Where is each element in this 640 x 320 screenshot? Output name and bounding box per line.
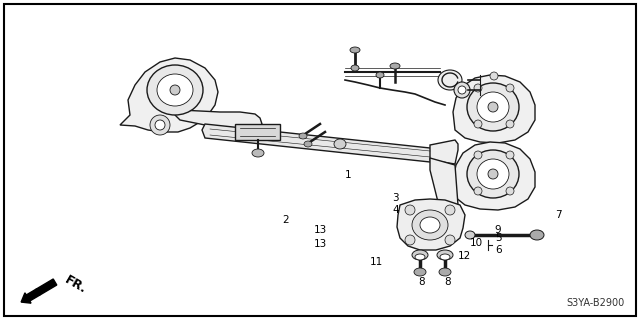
Ellipse shape <box>506 84 514 92</box>
Text: 13: 13 <box>314 239 327 249</box>
Ellipse shape <box>474 120 482 128</box>
Ellipse shape <box>147 65 203 115</box>
Ellipse shape <box>488 102 498 112</box>
Ellipse shape <box>420 217 440 233</box>
Ellipse shape <box>157 74 193 106</box>
Polygon shape <box>430 140 458 164</box>
Ellipse shape <box>458 86 466 94</box>
Ellipse shape <box>454 82 470 98</box>
Ellipse shape <box>474 84 482 92</box>
Text: 6: 6 <box>495 245 502 255</box>
Ellipse shape <box>390 63 400 69</box>
Ellipse shape <box>445 235 455 245</box>
Text: S3YA-B2900: S3YA-B2900 <box>567 298 625 308</box>
Ellipse shape <box>477 92 509 122</box>
Ellipse shape <box>351 65 359 71</box>
Text: 5: 5 <box>495 233 502 243</box>
Ellipse shape <box>150 115 170 135</box>
Text: FR.: FR. <box>62 274 88 296</box>
Text: 2: 2 <box>282 215 289 225</box>
Ellipse shape <box>376 72 384 78</box>
Ellipse shape <box>414 268 426 276</box>
Ellipse shape <box>506 120 514 128</box>
Text: 8: 8 <box>444 277 451 287</box>
Ellipse shape <box>299 133 307 139</box>
Ellipse shape <box>412 250 428 260</box>
Ellipse shape <box>412 210 448 240</box>
Text: 8: 8 <box>418 277 424 287</box>
Ellipse shape <box>530 230 544 240</box>
Polygon shape <box>430 158 458 210</box>
Ellipse shape <box>439 268 451 276</box>
Ellipse shape <box>334 139 346 149</box>
Text: 3: 3 <box>392 193 399 203</box>
Ellipse shape <box>438 70 462 90</box>
Ellipse shape <box>440 254 450 260</box>
Polygon shape <box>453 142 535 210</box>
Ellipse shape <box>506 151 514 159</box>
Polygon shape <box>235 124 280 140</box>
Ellipse shape <box>474 187 482 195</box>
Text: 10: 10 <box>470 238 483 248</box>
Ellipse shape <box>405 205 415 215</box>
Text: 1: 1 <box>345 170 351 180</box>
Ellipse shape <box>437 250 453 260</box>
Ellipse shape <box>488 169 498 179</box>
Ellipse shape <box>467 150 519 198</box>
Polygon shape <box>202 124 435 162</box>
Polygon shape <box>120 58 218 132</box>
Ellipse shape <box>474 151 482 159</box>
Ellipse shape <box>467 83 519 131</box>
Ellipse shape <box>350 47 360 53</box>
Text: 7: 7 <box>555 210 562 220</box>
Ellipse shape <box>155 120 165 130</box>
Ellipse shape <box>415 254 425 260</box>
Ellipse shape <box>304 141 312 147</box>
Ellipse shape <box>506 187 514 195</box>
Polygon shape <box>397 199 465 250</box>
Polygon shape <box>453 75 535 143</box>
Ellipse shape <box>490 72 498 80</box>
Ellipse shape <box>477 159 509 189</box>
Text: 4: 4 <box>392 205 399 215</box>
Text: 11: 11 <box>370 257 383 267</box>
Ellipse shape <box>170 85 180 95</box>
Ellipse shape <box>445 205 455 215</box>
Text: 13: 13 <box>314 225 327 235</box>
Ellipse shape <box>252 149 264 157</box>
Polygon shape <box>175 110 262 130</box>
Ellipse shape <box>405 235 415 245</box>
Text: 12: 12 <box>458 251 471 261</box>
Text: 9: 9 <box>494 225 500 235</box>
FancyArrow shape <box>21 279 57 303</box>
Ellipse shape <box>465 231 475 239</box>
